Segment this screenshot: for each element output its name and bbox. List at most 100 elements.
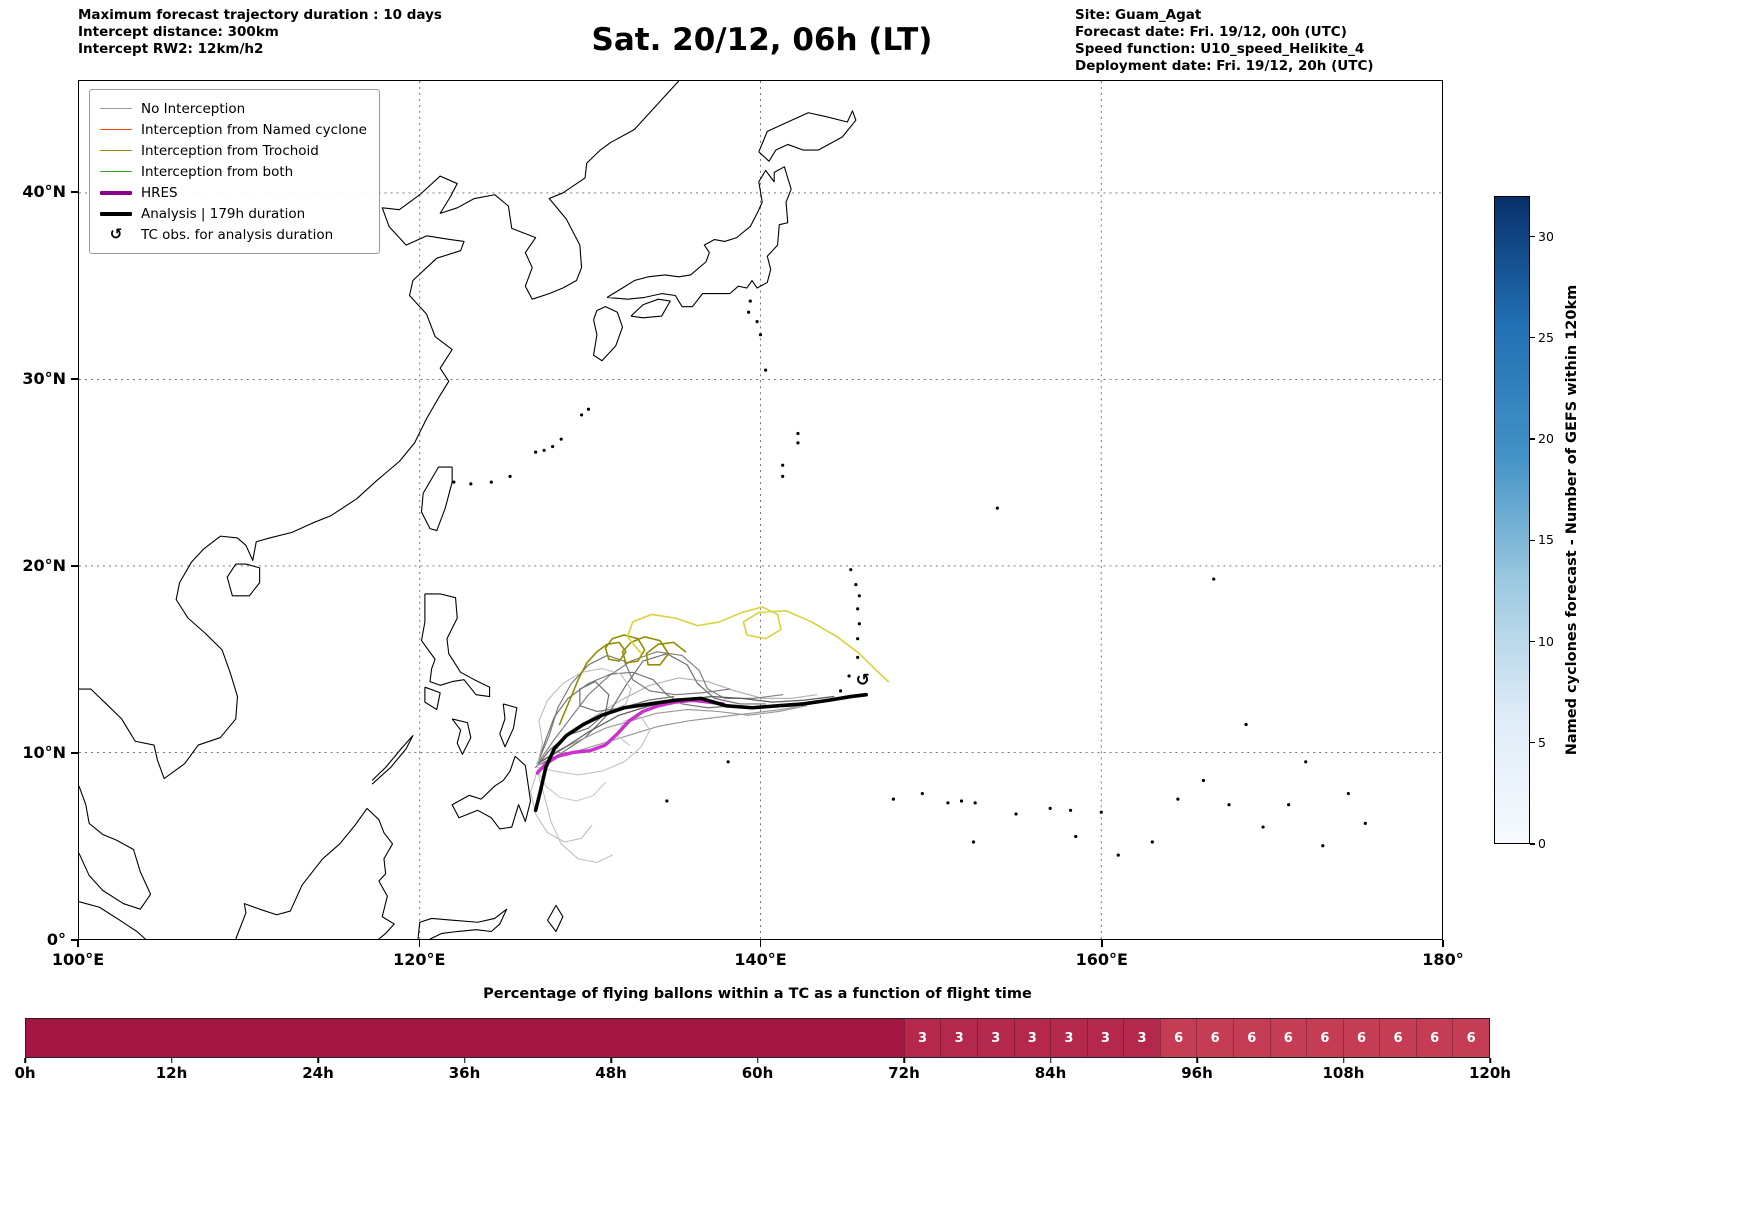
island-dot [1116, 853, 1120, 857]
tc-obs-marker: ↺ [856, 669, 870, 689]
trajectory-interception-from-trochoid [558, 634, 687, 726]
coastline [420, 593, 491, 698]
coastline [417, 908, 508, 940]
island-dot [1346, 791, 1350, 796]
legend-item-label: TC obs. for analysis duration [141, 226, 334, 243]
y-tick-label: 20°N [22, 556, 66, 576]
coastline [235, 807, 395, 940]
y-tickmark [71, 752, 78, 754]
island-dot [891, 797, 896, 801]
colorbar-tickmark [1530, 438, 1535, 440]
bar-x-tick-label: 60h [741, 1064, 774, 1082]
bar-cell: 3 [1013, 1019, 1051, 1057]
bar-x-tickmark [463, 1058, 466, 1063]
legend-item: HRES [100, 182, 367, 203]
colorbar [1494, 196, 1530, 844]
bar-x-tickmark [756, 1058, 759, 1063]
x-tickmark [759, 940, 762, 947]
intercept-distance-text: Intercept distance: 300km [78, 24, 279, 40]
y-tickmark [71, 565, 78, 567]
y-tick-label: 10°N [22, 743, 66, 763]
bar-cell: 6 [1415, 1019, 1453, 1057]
trajectory-no-interception [529, 770, 593, 843]
bar-x-tickmark [170, 1058, 173, 1063]
bar-cell [26, 1019, 904, 1057]
coastline [226, 563, 261, 597]
colorbar-tickmark [1530, 843, 1535, 845]
max-duration-text: Maximum forecast trajectory duration : 1… [78, 7, 442, 23]
island-dot [763, 368, 768, 372]
island-dot [469, 482, 473, 486]
island-dot [995, 506, 999, 510]
island-dot [971, 840, 976, 844]
x-tick-label: 140°E [734, 950, 787, 969]
island-dot [1068, 808, 1073, 812]
island-dot [1201, 778, 1206, 783]
bar-chart-x-axis: 0h 12h 24h 36h 48h 60h 72h 84h 96h 108h 120h [14, 1058, 1511, 1098]
bar-cell: 6 [1452, 1019, 1489, 1057]
bar-cell: 3 [940, 1019, 977, 1057]
island-dot [1244, 722, 1248, 727]
island-dot [781, 463, 785, 467]
legend-item: Interception from Named cyclone [100, 119, 367, 140]
island-dot [747, 310, 751, 314]
trajectory-interception-from-trochoid [626, 606, 890, 683]
trajectory-no-interception [536, 651, 784, 765]
colorbar-tick-label: 30 [1538, 228, 1554, 244]
bar-x-tickmark [903, 1058, 905, 1063]
tc-obs-legend-icon: ↺ [100, 227, 132, 242]
legend-item-label: No Interception [141, 100, 246, 117]
island-dot [854, 583, 858, 587]
colorbar-tickmark [1530, 235, 1535, 238]
legend-color-line [100, 211, 132, 216]
trajectory-no-interception [536, 770, 613, 864]
x-tick-label: 160°E [1075, 950, 1128, 969]
legend-item: Analysis | 179h duration [100, 203, 367, 224]
y-tick-label: 30°N [22, 369, 66, 389]
x-tick-label: 180° [1422, 950, 1464, 969]
bar-x-tickmark [317, 1058, 319, 1063]
bar-x-tick-label: 24h [302, 1064, 334, 1082]
legend-color-line [100, 170, 132, 173]
y-tickmark [71, 191, 78, 193]
bar-cell: 6 [1159, 1019, 1197, 1057]
x-tickmark [418, 940, 420, 947]
island-dot [542, 448, 546, 452]
y-tick-label: 0° [46, 930, 66, 949]
bar-cell: 3 [1123, 1019, 1160, 1057]
island-dot [796, 441, 800, 445]
bar-cell: 6 [1379, 1019, 1416, 1057]
island-dot [1150, 840, 1154, 844]
colorbar-label: Named cyclones forecast - Number of GEFS… [1564, 284, 1580, 756]
bar-cell: 3 [976, 1019, 1014, 1057]
trajectory-no-interception [536, 654, 731, 765]
bar-x-tickmark [1049, 1058, 1052, 1063]
coastline [78, 785, 152, 910]
colorbar-tick-label: 0 [1538, 836, 1546, 851]
coastline [371, 735, 414, 785]
coastline [78, 901, 146, 940]
y-tickmark [71, 378, 78, 380]
island-dot [920, 791, 924, 796]
island-dot [559, 437, 563, 441]
legend-color-line [100, 190, 132, 195]
bar-cell: 3 [1050, 1019, 1087, 1057]
island-dot [1212, 577, 1216, 581]
bar-x-tick-label: 84h [1034, 1064, 1067, 1082]
site-text: Site: Guam_Agat [1075, 7, 1202, 23]
legend-item-label: HRES [141, 184, 178, 201]
bar-x-tick-label: 96h [1181, 1064, 1213, 1082]
island-dot [838, 689, 843, 693]
x-tick-label: 100°E [51, 950, 105, 969]
island-dot [856, 637, 860, 641]
coastline [79, 80, 680, 780]
island-dot [758, 333, 763, 337]
coastline [758, 110, 857, 162]
island-dot [781, 474, 785, 478]
bar-cell: 3 [1086, 1019, 1124, 1057]
trajectory-analysis-179h-duration [533, 692, 868, 813]
bar-cell: 6 [1342, 1019, 1380, 1057]
bar-x-tick-label: 48h [595, 1064, 627, 1082]
